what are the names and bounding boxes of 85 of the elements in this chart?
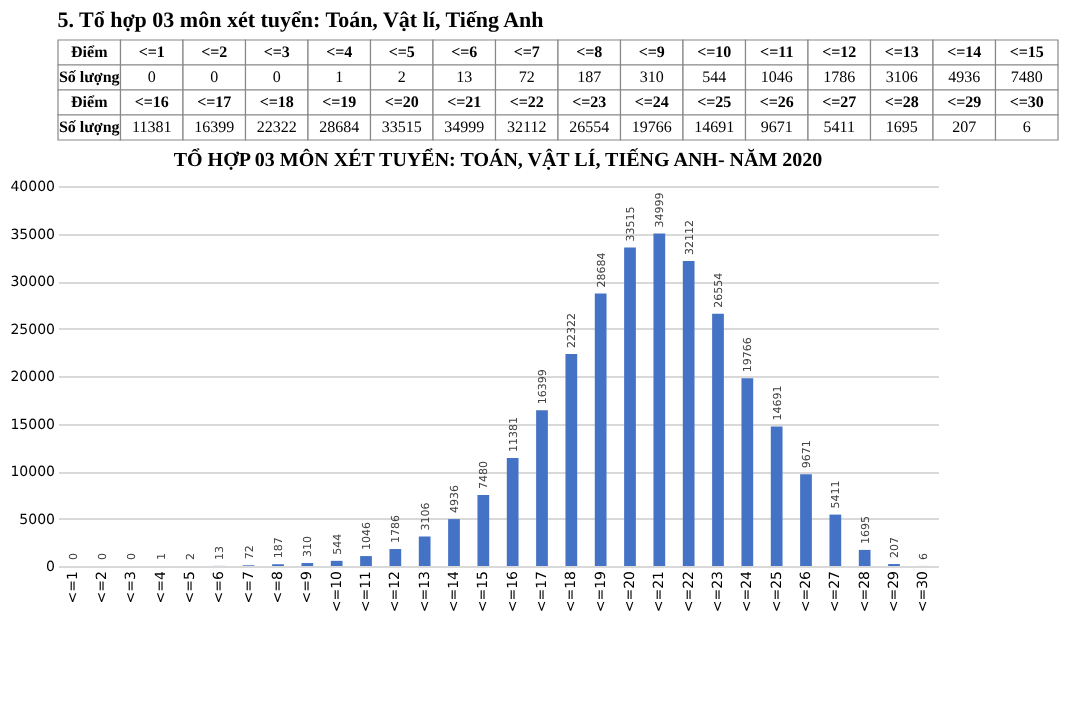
text: 28684 — [319, 117, 360, 136]
text: <=16 — [134, 92, 169, 111]
text: 207 — [952, 117, 977, 136]
text: <=27 — [822, 92, 857, 111]
bar — [360, 556, 372, 566]
bar — [682, 260, 695, 566]
text: <=17 — [197, 92, 232, 111]
text: <=12 — [822, 42, 857, 61]
text: <=28 — [884, 92, 919, 111]
text: 1695 — [885, 117, 918, 136]
bar — [800, 474, 812, 566]
text: Số lượng — [58, 67, 120, 86]
bar — [594, 293, 607, 566]
text: 0 — [210, 67, 219, 86]
text: 14691 — [694, 117, 735, 136]
text: <=10 — [697, 42, 732, 61]
bar — [506, 457, 519, 566]
text: 32112 — [507, 117, 547, 136]
text: <=20 — [384, 92, 419, 111]
text: 1786 — [823, 67, 856, 86]
text: 544 — [702, 67, 727, 86]
text: <=24 — [634, 92, 669, 111]
text: <=13 — [884, 42, 919, 61]
text: <=9 — [638, 42, 665, 61]
text: <=25 — [697, 92, 732, 111]
text: 13 — [456, 67, 473, 86]
text: 19766 — [631, 117, 672, 136]
text: <=1 — [138, 42, 165, 61]
bar — [741, 378, 754, 566]
text: 1 — [335, 67, 344, 86]
text: 6 — [1022, 117, 1031, 136]
text: <=21 — [447, 92, 482, 111]
bar — [770, 426, 783, 566]
text: <=18 — [259, 92, 294, 111]
text: 22322 — [256, 117, 297, 136]
bar — [829, 514, 842, 566]
text: <=19 — [322, 92, 357, 111]
text: 310 — [639, 67, 664, 86]
text: <=8 — [576, 42, 603, 61]
text: <=29 — [947, 92, 982, 111]
text: 5411 — [823, 117, 855, 136]
chart-title: TỔ HỢP 03 MÔN XÉT TUYỂN: TOÁN, VẬT LÍ, TIẾNG ANH- NĂM 2020 — [173, 148, 823, 172]
text: 34999 — [444, 117, 485, 136]
text: <=5 — [388, 42, 415, 61]
text: 187 — [577, 67, 602, 86]
text: 4936 — [948, 67, 981, 86]
text: 7480 — [1010, 67, 1043, 86]
text: <=15 — [1009, 42, 1044, 61]
bar — [536, 410, 548, 566]
text: <=3 — [263, 42, 290, 61]
text: 0 — [272, 67, 281, 86]
text: <=26 — [759, 92, 794, 111]
bar — [565, 353, 578, 566]
text: 2 — [397, 67, 406, 86]
text: <=22 — [509, 92, 544, 111]
text: <=30 — [1009, 92, 1044, 111]
text: 3106 — [885, 67, 918, 86]
bar — [712, 313, 724, 566]
text: <=23 — [572, 92, 607, 111]
bar — [418, 536, 431, 566]
text: <=2 — [201, 42, 228, 61]
text: 16399 — [194, 117, 235, 136]
bar — [389, 549, 402, 566]
text: 9671 — [760, 117, 793, 136]
text: 0 — [147, 67, 156, 86]
text: 1046 — [760, 67, 793, 86]
text: 11381 — [132, 117, 172, 136]
bar — [653, 233, 666, 566]
text: <=6 — [451, 42, 478, 61]
text: <=11 — [760, 42, 794, 61]
text: Số lượng — [58, 117, 120, 136]
bar — [477, 494, 490, 566]
text: 72 — [518, 67, 535, 86]
text: Điểm — [71, 92, 109, 111]
text: 33515 — [381, 117, 422, 136]
bar — [448, 519, 460, 566]
bar — [624, 247, 636, 566]
text: Điểm — [71, 42, 109, 61]
text: <=4 — [326, 42, 353, 61]
bar — [330, 560, 343, 566]
text: <=14 — [947, 42, 982, 61]
text: 26554 — [569, 117, 610, 136]
bar — [858, 549, 871, 566]
text: 5. Tổ hợp 03 môn xét tuyển: Toán, Vật lí, Tiếng Anh — [57, 9, 544, 34]
text: <=7 — [513, 42, 540, 61]
